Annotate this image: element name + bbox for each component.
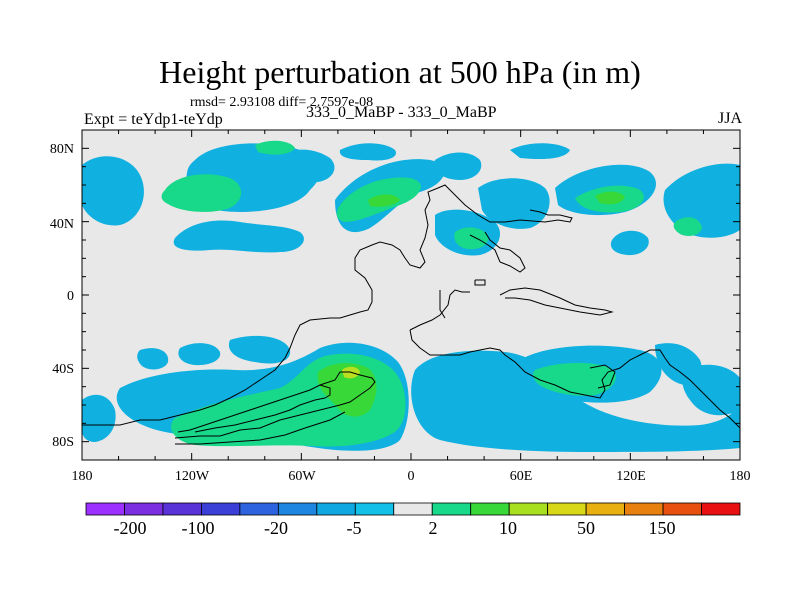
contour-cyan-nh-13 — [610, 230, 649, 256]
contour-green-nh-1 — [161, 174, 242, 212]
contour-bright-green-sh-1 — [317, 363, 377, 417]
contour-cyan-sh-9 — [682, 364, 740, 416]
colorbar-swatch — [85, 502, 125, 516]
colorbar-label: -200 — [114, 518, 147, 538]
x-axis-labels: 180 120W 60W 0 60E 120E 180 — [72, 469, 751, 484]
season-label: JJA — [717, 110, 742, 127]
y-tick-label: 0 — [67, 289, 74, 304]
colorbar-swatch — [701, 502, 741, 516]
x-tick-label: 60W — [288, 469, 316, 484]
colorbar-swatch — [277, 502, 318, 516]
contour-cyan-sh-5 — [228, 335, 291, 364]
contour-cyan-sh-1 — [82, 394, 116, 442]
contour-cyan-sh-4 — [178, 343, 221, 366]
contour-green-nh-3 — [454, 227, 489, 250]
colorbar-swatch — [662, 502, 702, 516]
contour-green-nh-6 — [255, 140, 295, 155]
colorbar-swatch — [239, 502, 279, 516]
contour-cyan-sh-3 — [137, 348, 169, 370]
colorbar-swatch — [316, 502, 356, 516]
x-tick-label: 60E — [510, 469, 533, 484]
contour-cyan-nh-10 — [510, 143, 570, 160]
colorbar-swatch — [431, 502, 472, 516]
x-tick-label: 180 — [72, 469, 93, 484]
contour-green-nh-5 — [673, 217, 702, 236]
colorbar-labels: -200 -100 -20 -5 2 10 50 150 — [114, 518, 676, 538]
colorbar — [85, 502, 741, 516]
contour-cyan-nh-2 — [173, 220, 304, 253]
colorbar-label: -5 — [347, 518, 362, 538]
contour-cyan-nh-4 — [82, 156, 144, 226]
plot-title: Height perturbation at 500 hPa (in m) — [159, 54, 641, 90]
contour-field — [82, 140, 740, 452]
y-tick-label: 80S — [52, 435, 74, 450]
contour-bright-green-nh-1 — [595, 191, 625, 205]
colorbar-swatch — [162, 502, 202, 516]
colorbar-swatch — [393, 502, 433, 516]
contour-green-sh-2 — [533, 362, 616, 396]
colorbar-swatch — [354, 502, 395, 516]
y-tick-label: 40N — [50, 217, 74, 232]
contour-cyan-nh-9 — [478, 178, 550, 229]
colorbar-swatch — [124, 502, 164, 516]
colorbar-label: 50 — [577, 518, 595, 538]
y-axis-labels: 80N 40N 0 40S 80S — [50, 142, 74, 450]
colorbar-label: -20 — [264, 518, 288, 538]
x-tick-label: 120W — [175, 469, 210, 484]
colorbar-swatch — [624, 502, 664, 516]
colorbar-label: -100 — [182, 518, 215, 538]
colorbar-label: 150 — [649, 518, 676, 538]
x-tick-label: 180 — [730, 469, 751, 484]
stats-line: rmsd= 2.93108 diff= 2.7597e-08 — [190, 95, 374, 110]
contour-cyan-nh-7 — [434, 152, 482, 180]
contour-cyan-nh-3 — [285, 149, 335, 182]
colorbar-swatch — [547, 502, 587, 516]
contour-bright-green-nh-2 — [368, 194, 400, 207]
colorbar-swatch — [508, 502, 549, 516]
cases-label: 333_0_MaBP - 333_0_MaBP — [306, 104, 497, 121]
coastline-outlines — [82, 184, 740, 445]
contour-cyan-nh-6 — [339, 143, 396, 161]
x-tick-label: 120E — [616, 469, 646, 484]
x-tick-label: 0 — [408, 469, 415, 484]
axis-ticks — [81, 129, 741, 461]
colorbar-label: 2 — [429, 518, 438, 538]
colorbar-label: 10 — [499, 518, 517, 538]
y-tick-label: 40S — [52, 362, 74, 377]
colorbar-swatch — [201, 502, 241, 516]
colorbar-swatch — [470, 502, 510, 516]
y-tick-label: 80N — [50, 142, 74, 157]
colorbar-swatch — [585, 502, 625, 516]
contour-cyan-sh-6 — [411, 350, 740, 452]
experiment-label: Expt = teYdp1-teYdp — [84, 111, 223, 128]
